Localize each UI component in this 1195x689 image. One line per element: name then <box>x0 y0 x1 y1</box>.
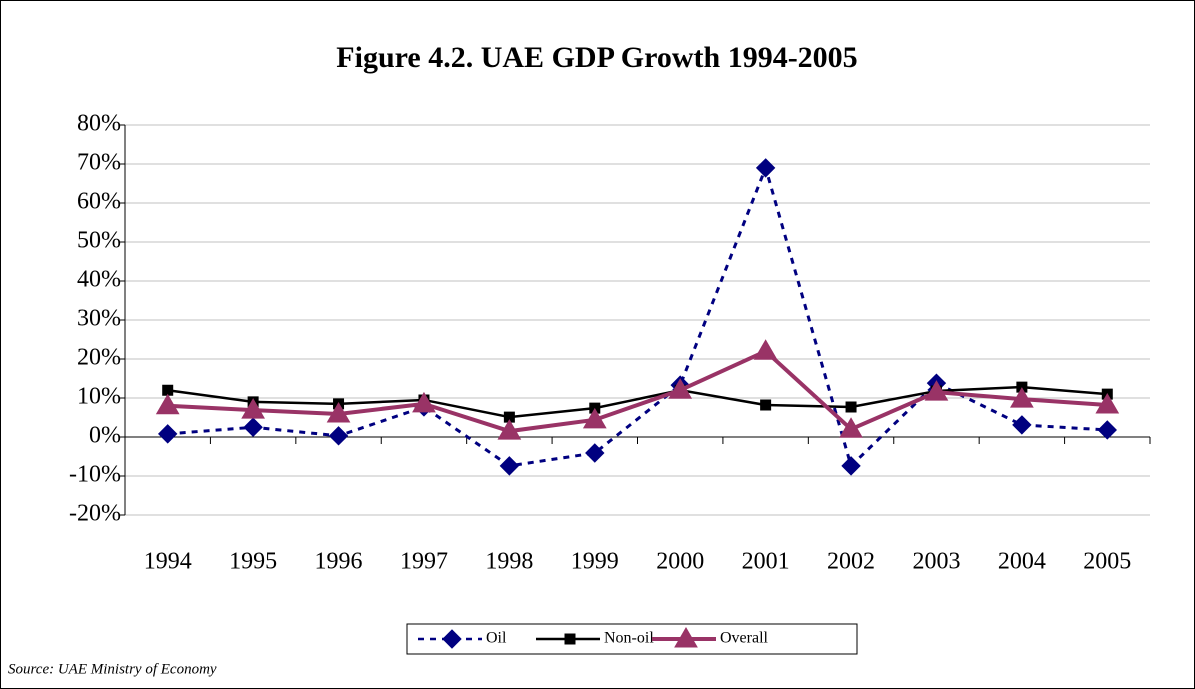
y-tick-label: 50% <box>77 228 121 254</box>
marker <box>241 398 265 419</box>
x-tick-label: 1997 <box>400 549 448 575</box>
marker <box>158 424 178 444</box>
y-tick-label: 70% <box>77 150 121 176</box>
marker <box>499 456 520 476</box>
marker <box>497 419 522 440</box>
marker <box>755 158 776 178</box>
y-tick-label: -20% <box>69 501 121 527</box>
marker <box>155 393 180 415</box>
legend-label: Non-oil <box>604 630 654 647</box>
marker <box>1097 420 1117 440</box>
marker <box>243 417 263 437</box>
marker <box>162 384 174 396</box>
marker <box>1010 387 1034 408</box>
y-tick-label: 40% <box>77 267 121 293</box>
x-tick-label: 2001 <box>742 549 790 575</box>
marker <box>753 339 778 360</box>
x-tick-label: 1998 <box>485 549 533 575</box>
marker <box>1095 393 1120 414</box>
y-tick-label: 80% <box>77 111 121 137</box>
chart-title: Figure 4.2. UAE GDP Growth 1994-2005 <box>336 41 857 74</box>
series-line <box>167 385 1108 419</box>
x-tick-label: 1996 <box>315 549 363 575</box>
legend-label: Overall <box>720 630 769 647</box>
x-tick-label: 2003 <box>912 549 960 575</box>
marker <box>845 401 857 413</box>
marker <box>668 378 693 399</box>
marker <box>760 399 772 411</box>
x-tick-label: 1999 <box>571 549 619 575</box>
marker <box>1012 415 1032 435</box>
x-tick-label: 2002 <box>827 549 875 575</box>
y-tick-label: 20% <box>77 345 121 371</box>
series-line <box>167 348 1108 434</box>
y-tick-label: 10% <box>77 384 121 410</box>
marker <box>503 411 515 423</box>
marker <box>582 407 607 429</box>
marker <box>585 443 605 463</box>
x-tick-label: 1994 <box>144 549 192 575</box>
source-note: Source: UAE Ministry of Economy <box>8 661 217 677</box>
marker <box>924 380 949 401</box>
y-tick-label: 60% <box>77 189 121 215</box>
marker <box>839 417 863 438</box>
x-tick-label: 2000 <box>656 549 704 575</box>
y-tick-label: 0% <box>89 423 121 449</box>
y-tick-label: 30% <box>77 306 121 332</box>
x-tick-label: 2005 <box>1083 549 1131 575</box>
marker <box>326 401 351 423</box>
x-tick-label: 2004 <box>998 549 1046 575</box>
marker <box>328 426 349 446</box>
legend-marker <box>442 629 462 649</box>
marker <box>412 391 436 413</box>
legend-label: Oil <box>486 630 507 647</box>
marker <box>841 456 861 476</box>
legend-marker <box>564 633 576 645</box>
marker <box>1016 381 1028 393</box>
x-tick-label: 1995 <box>229 549 277 575</box>
legend-marker <box>674 627 698 648</box>
y-tick-label: -10% <box>69 462 121 488</box>
